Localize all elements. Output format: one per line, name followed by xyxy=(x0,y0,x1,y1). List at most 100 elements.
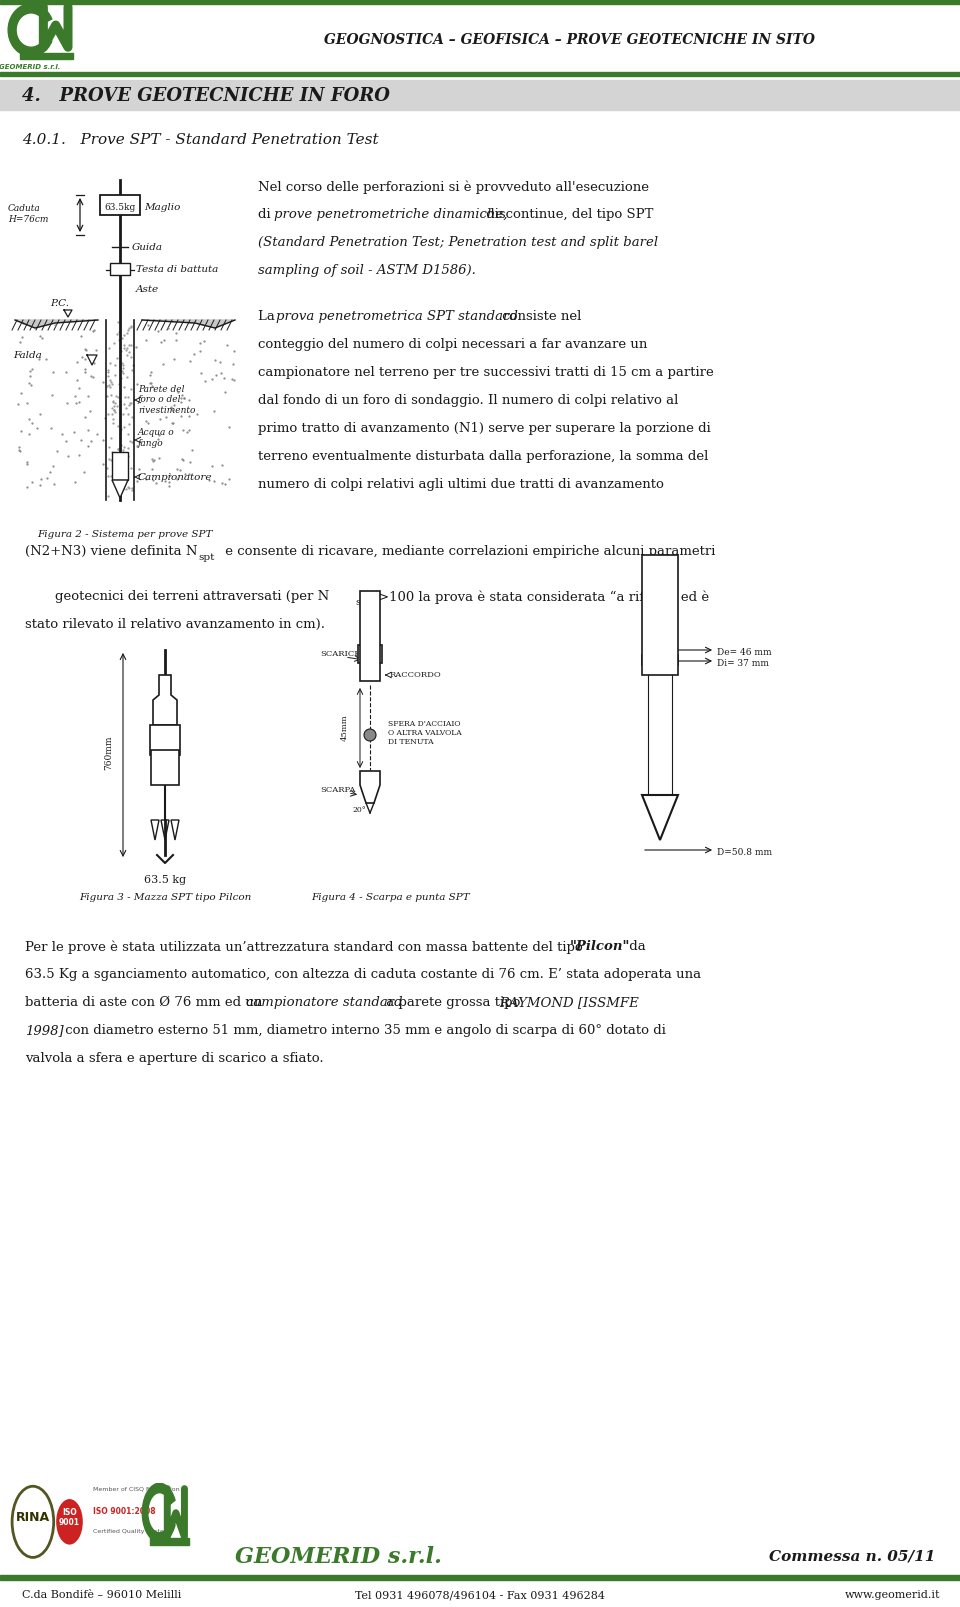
Text: Aste: Aste xyxy=(136,286,159,294)
Text: SCARICHI: SCARICHI xyxy=(320,649,365,657)
Text: ISO
9001: ISO 9001 xyxy=(59,1507,80,1527)
Polygon shape xyxy=(171,820,179,840)
Bar xyxy=(100,194,140,215)
Text: 1998]: 1998] xyxy=(25,1024,63,1037)
Bar xyxy=(0,80,960,109)
Polygon shape xyxy=(161,820,169,840)
Polygon shape xyxy=(642,795,678,840)
Bar xyxy=(150,725,180,755)
Text: batteria di aste con Ø 76 mm ed un: batteria di aste con Ø 76 mm ed un xyxy=(25,996,267,1009)
Text: SFERA D'ACCIAIO
O ALTRA VALVOLA
DI TENUTA: SFERA D'ACCIAIO O ALTRA VALVOLA DI TENUT… xyxy=(388,720,462,746)
Text: 35: 35 xyxy=(365,648,375,656)
Text: campionatore nel terreno per tre successivi tratti di 15 cm a partire: campionatore nel terreno per tre success… xyxy=(258,366,713,379)
Bar xyxy=(150,1538,189,1544)
Text: C.da Bondifè – 96010 Melilli: C.da Bondifè – 96010 Melilli xyxy=(22,1589,181,1601)
Text: RACCORDO: RACCORDO xyxy=(390,672,442,680)
Bar xyxy=(360,591,380,681)
Bar xyxy=(0,3,960,72)
Bar xyxy=(0,1506,960,1607)
Text: SCARPA: SCARPA xyxy=(320,786,355,794)
Text: La: La xyxy=(258,310,279,323)
Text: primo tratto di avanzamento (N1) serve per superare la porzione di: primo tratto di avanzamento (N1) serve p… xyxy=(258,423,710,435)
Text: 760mm: 760mm xyxy=(105,736,113,770)
Bar xyxy=(0,1575,960,1580)
Wedge shape xyxy=(142,1483,175,1543)
Polygon shape xyxy=(151,820,159,840)
Text: Nel corso delle perforazioni si è provveduto all'esecuzione: Nel corso delle perforazioni si è provve… xyxy=(258,180,649,193)
Text: Figura 2 - Sistema per prove SPT: Figura 2 - Sistema per prove SPT xyxy=(37,530,213,538)
Text: dal fondo di un foro di sondaggio. Il numero di colpi relativo al: dal fondo di un foro di sondaggio. Il nu… xyxy=(258,394,679,407)
Wedge shape xyxy=(8,3,52,56)
Text: www.geomerid.it: www.geomerid.it xyxy=(845,1589,940,1601)
Text: 63.5 kg: 63.5 kg xyxy=(144,874,186,885)
Bar xyxy=(110,264,130,275)
Text: Parete del
foro o del
rivestimento: Parete del foro o del rivestimento xyxy=(138,386,196,415)
Text: Campionatore: Campionatore xyxy=(138,472,212,482)
Polygon shape xyxy=(153,675,177,725)
Text: De= 46 mm: De= 46 mm xyxy=(717,648,772,657)
Text: 63.5 Kg a sganciamento automatico, con altezza di caduta costante di 76 cm. E’ s: 63.5 Kg a sganciamento automatico, con a… xyxy=(25,967,701,980)
Text: 63.5kg: 63.5kg xyxy=(105,204,135,212)
Text: e consente di ricavare, mediante correlazioni empiriche alcuni parametri: e consente di ricavare, mediante correla… xyxy=(221,545,715,558)
Text: sampling of soil - ASTM D1586).: sampling of soil - ASTM D1586). xyxy=(258,264,476,276)
Text: consiste nel: consiste nel xyxy=(498,310,582,323)
Text: con diametro esterno 51 mm, diametro interno 35 mm e angolo di scarpa di 60° dot: con diametro esterno 51 mm, diametro int… xyxy=(61,1024,666,1037)
Text: 45mm: 45mm xyxy=(341,715,349,741)
Text: Certified Quality System: Certified Quality System xyxy=(93,1530,170,1535)
Text: di: di xyxy=(258,207,275,222)
Text: valvola a sfera e aperture di scarico a sfiato.: valvola a sfera e aperture di scarico a … xyxy=(25,1053,324,1065)
Text: RAYMOND [ISSMFE: RAYMOND [ISSMFE xyxy=(499,996,638,1009)
Text: 51: 51 xyxy=(365,652,375,660)
Text: spt: spt xyxy=(198,553,214,562)
Text: spt: spt xyxy=(355,598,372,607)
Bar xyxy=(0,72,960,76)
Text: Testa di battuta: Testa di battuta xyxy=(136,265,218,275)
Text: (N2+N3) viene definita N: (N2+N3) viene definita N xyxy=(25,545,198,558)
Bar xyxy=(0,1580,960,1607)
Polygon shape xyxy=(360,771,380,804)
Text: Caduta
H=76cm: Caduta H=76cm xyxy=(8,204,48,223)
Text: da: da xyxy=(625,940,646,953)
Polygon shape xyxy=(142,320,235,328)
Text: numero di colpi relativi agli ultimi due tratti di avanzamento: numero di colpi relativi agli ultimi due… xyxy=(258,477,664,492)
Text: D=50.8 mm: D=50.8 mm xyxy=(717,848,772,857)
Text: >100 la prova è stata considerata “a rifiuto” ed è: >100 la prova è stata considerata “a rif… xyxy=(378,590,709,604)
Text: Maglio: Maglio xyxy=(144,204,180,212)
Text: conteggio del numero di colpi necessari a far avanzare un: conteggio del numero di colpi necessari … xyxy=(258,337,647,350)
Text: "Pilcon": "Pilcon" xyxy=(570,940,631,953)
Text: RINA: RINA xyxy=(15,1511,50,1523)
Text: GEOGNOSTICA – GEOFISICA – PROVE GEOTECNICHE IN SITO: GEOGNOSTICA – GEOFISICA – PROVE GEOTECNI… xyxy=(324,34,815,47)
Text: Figura 3 - Mazza SPT tipo Pilcon: Figura 3 - Mazza SPT tipo Pilcon xyxy=(79,893,252,902)
Text: stato rilevato il relativo avanzamento in cm).: stato rilevato il relativo avanzamento i… xyxy=(25,619,325,632)
Bar xyxy=(642,656,678,665)
Text: geotecnici dei terreni attraversati (per N: geotecnici dei terreni attraversati (per… xyxy=(55,590,329,603)
Bar xyxy=(0,0,960,3)
Text: 4.0.1.   Prove SPT - Standard Penetration Test: 4.0.1. Prove SPT - Standard Penetration … xyxy=(22,133,378,146)
Text: Figura 4 - Scarpa e punta SPT: Figura 4 - Scarpa e punta SPT xyxy=(311,893,469,902)
Text: campionatore standard: campionatore standard xyxy=(246,996,402,1009)
Bar xyxy=(112,452,128,480)
Circle shape xyxy=(57,1499,83,1544)
Text: a parete grossa tipo: a parete grossa tipo xyxy=(382,996,524,1009)
Text: prove penetrometriche dinamiche,: prove penetrometriche dinamiche, xyxy=(274,207,508,222)
Text: GEOMERID s.r.l.: GEOMERID s.r.l. xyxy=(0,64,60,71)
Text: Acqua o
fango: Acqua o fango xyxy=(138,429,175,448)
Bar xyxy=(151,750,179,784)
Text: Member of CISQ Federation: Member of CISQ Federation xyxy=(93,1486,180,1491)
Bar xyxy=(20,53,73,59)
Text: Per le prove è stata utilizzata un’attrezzatura standard con massa battente del : Per le prove è stata utilizzata un’attre… xyxy=(25,940,587,953)
Text: GEOMERID s.r.l.: GEOMERID s.r.l. xyxy=(235,1546,442,1568)
Text: 4.   PROVE GEOTECNICHE IN FORO: 4. PROVE GEOTECNICHE IN FORO xyxy=(22,87,390,104)
Text: Commessa n. 05/11: Commessa n. 05/11 xyxy=(769,1551,935,1564)
Text: (Standard Penetration Test; Penetration test and split barel: (Standard Penetration Test; Penetration … xyxy=(258,236,659,249)
Polygon shape xyxy=(15,320,98,328)
Text: prova penetrometrica SPT standard: prova penetrometrica SPT standard xyxy=(276,310,517,323)
Circle shape xyxy=(364,730,376,741)
Bar xyxy=(642,554,678,675)
Text: Tel 0931 496078/496104 - Fax 0931 496284: Tel 0931 496078/496104 - Fax 0931 496284 xyxy=(355,1589,605,1601)
Text: terreno eventualmente disturbata dalla perforazione, la somma del: terreno eventualmente disturbata dalla p… xyxy=(258,450,708,463)
Text: P.C.: P.C. xyxy=(50,299,69,309)
Text: Di= 37 mm: Di= 37 mm xyxy=(717,659,769,669)
Text: Guida: Guida xyxy=(132,243,163,252)
Bar xyxy=(358,644,382,664)
